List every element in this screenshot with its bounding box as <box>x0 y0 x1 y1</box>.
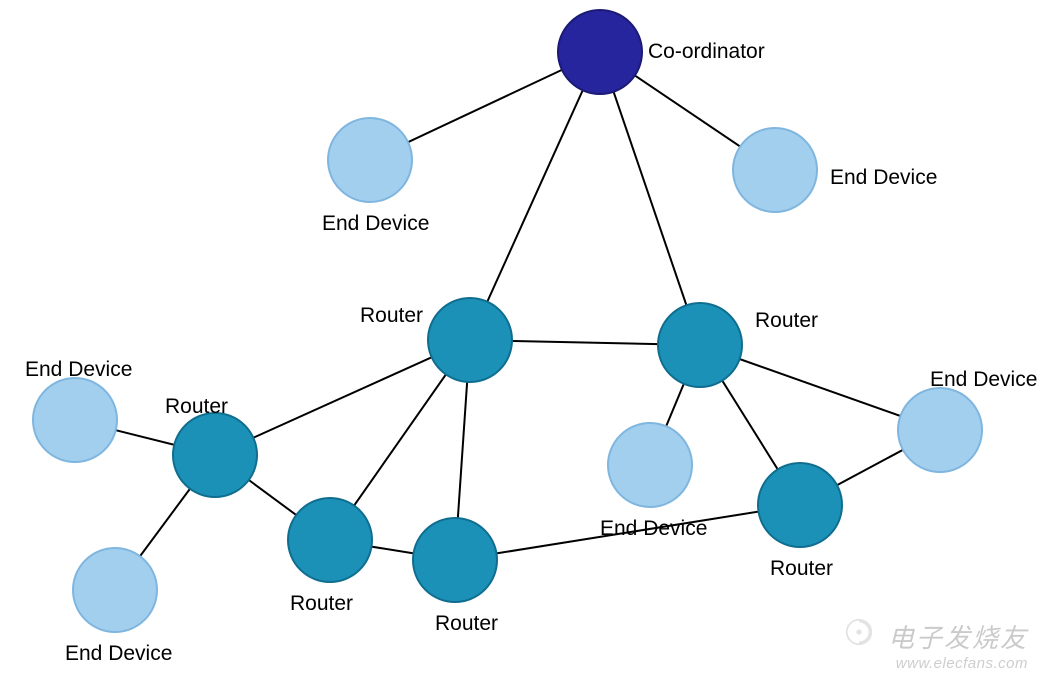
router-node <box>288 498 372 582</box>
node-label: Router <box>290 592 353 616</box>
edge <box>600 52 700 345</box>
coordinator-node <box>558 10 642 94</box>
router-node <box>758 463 842 547</box>
node-label: End Device <box>25 358 132 382</box>
node-label: End Device <box>65 642 172 666</box>
router-node <box>428 298 512 382</box>
node-label: Router <box>360 304 423 328</box>
node-label: Router <box>770 557 833 581</box>
enddevice-node <box>608 423 692 507</box>
node-label: Co-ordinator <box>648 40 765 64</box>
router-node <box>173 413 257 497</box>
router-node <box>413 518 497 602</box>
enddevice-node <box>898 388 982 472</box>
node-label: End Device <box>830 166 937 190</box>
node-label: Router <box>435 612 498 636</box>
enddevice-node <box>733 128 817 212</box>
enddevice-node <box>328 118 412 202</box>
router-node <box>658 303 742 387</box>
node-label: End Device <box>600 517 707 541</box>
node-label: Router <box>755 309 818 333</box>
enddevice-node <box>33 378 117 462</box>
node-label: Router <box>165 395 228 419</box>
enddevice-node <box>73 548 157 632</box>
node-label: End Device <box>930 368 1037 392</box>
edge <box>470 52 600 340</box>
node-label: End Device <box>322 212 429 236</box>
network-diagram <box>0 0 1040 682</box>
